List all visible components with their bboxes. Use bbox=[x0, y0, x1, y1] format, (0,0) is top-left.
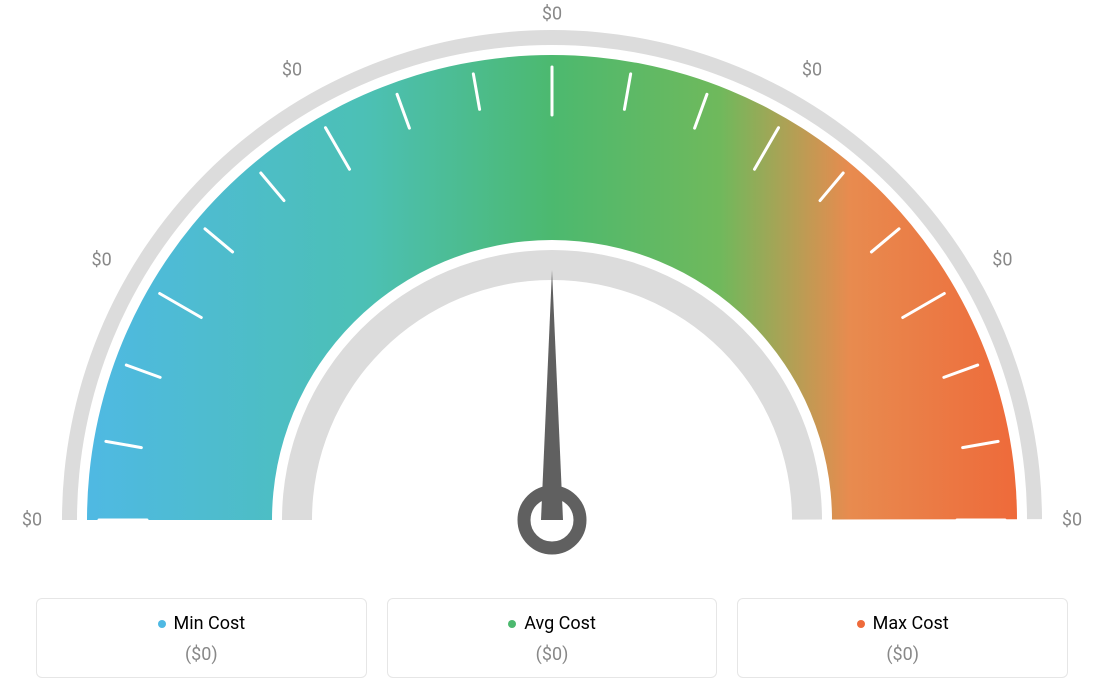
gauge-tick-label: $0 bbox=[802, 59, 822, 80]
legend-value-max: ($0) bbox=[748, 644, 1057, 665]
legend-title-min: Min Cost bbox=[158, 613, 246, 634]
gauge-svg bbox=[0, 0, 1104, 560]
legend-label-min: Min Cost bbox=[174, 613, 246, 634]
gauge-tick-label: $0 bbox=[992, 250, 1012, 271]
legend-title-max: Max Cost bbox=[857, 613, 949, 634]
gauge-tick-label: $0 bbox=[1062, 510, 1082, 531]
gauge-tick-label: $0 bbox=[542, 4, 562, 25]
legend-value-min: ($0) bbox=[47, 644, 356, 665]
legend-card-avg: Avg Cost ($0) bbox=[387, 598, 718, 679]
legend-label-avg: Avg Cost bbox=[524, 613, 596, 634]
gauge-chart: $0 $0 $0 $0 $0 $0 $0 bbox=[0, 0, 1104, 560]
legend-value-avg: ($0) bbox=[398, 644, 707, 665]
dot-icon-avg bbox=[508, 620, 516, 628]
dot-icon-min bbox=[158, 620, 166, 628]
legend-title-avg: Avg Cost bbox=[508, 613, 596, 634]
legend-card-max: Max Cost ($0) bbox=[737, 598, 1068, 679]
legend-card-min: Min Cost ($0) bbox=[36, 598, 367, 679]
gauge-tick-label: $0 bbox=[22, 510, 42, 531]
dot-icon-max bbox=[857, 620, 865, 628]
gauge-tick-label: $0 bbox=[92, 250, 112, 271]
legend-row: Min Cost ($0) Avg Cost ($0) Max Cost ($0… bbox=[36, 598, 1068, 679]
gauge-tick-label: $0 bbox=[282, 59, 302, 80]
legend-label-max: Max Cost bbox=[873, 613, 949, 634]
